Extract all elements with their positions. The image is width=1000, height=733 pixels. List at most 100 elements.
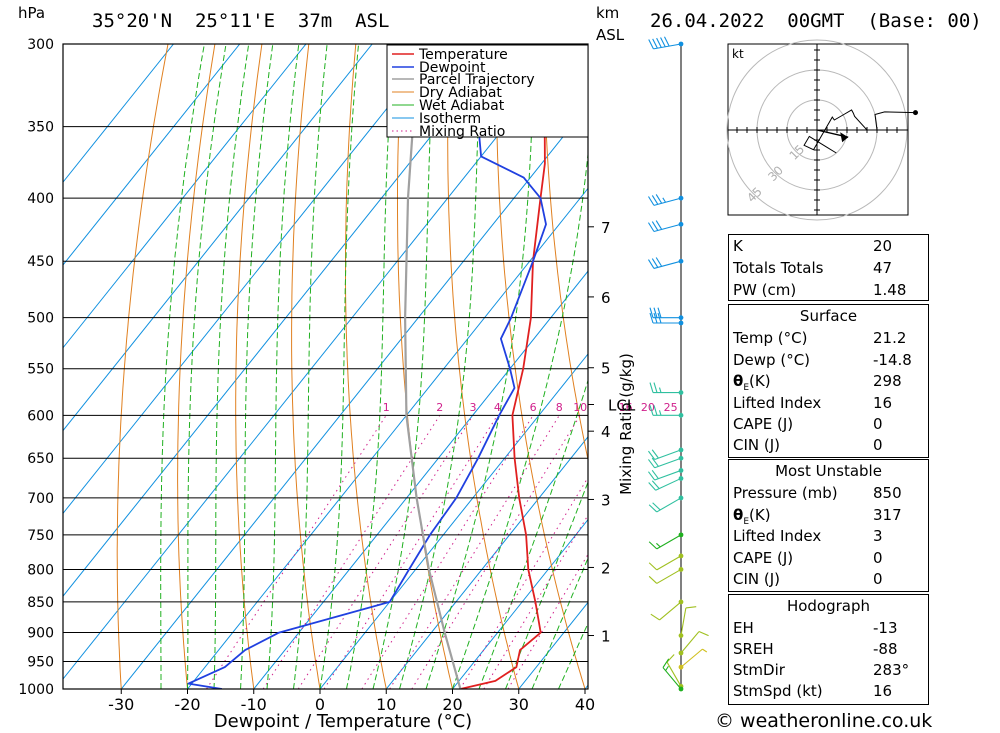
wind-barb-flag [660,37,666,48]
stmdir-value: 283° [873,661,910,679]
wind-barb-flag [648,504,658,513]
mixing-ratio-line [262,415,441,689]
surface-theta-e-value: 298 [873,372,902,390]
eh-value: -13 [873,619,898,637]
wind-barb-flag [651,258,659,268]
wind-barb-staff [666,661,682,687]
isotherm-line [63,44,307,349]
wind-level-dot [678,650,684,656]
asl-unit-label: ASL [596,26,625,44]
wind-level-dot [678,320,684,326]
mixing-ratio-value-label: 2 [436,401,443,414]
wet-adiabat-line [452,149,588,689]
temperature-tick-label: 0 [315,695,325,714]
wind-barb-flag [651,449,659,459]
wind-level-dot [678,567,684,572]
series-line-temperature [460,44,546,689]
temperature-tick-label: 30 [509,695,529,714]
pressure-tick-label: 950 [27,655,54,671]
wind-barb-half-flag [658,410,662,416]
km-tick-label: 4 [601,423,611,441]
wind-barb-flag [655,220,663,230]
wind-barb-staff [656,534,682,550]
stmdir-label: StmDir [733,661,785,679]
wind-level-dot [678,664,684,670]
wet-adiabat-line [319,44,360,689]
wind-barb [648,220,684,233]
wind-barb-half-flag [662,197,667,203]
mu-theta-e-value: 317 [873,506,902,524]
wind-barb-flag [662,658,670,668]
series-line-parcel-trajectory [404,44,462,689]
mixing-ratio-value-label: 25 [664,401,678,414]
pw-value: 1.48 [873,281,907,299]
legend: Temperature Dewpoint Parcel Trajectory D… [386,44,589,140]
mixing-ratio-value-label: 1 [383,401,390,414]
wind-barb-staff [680,631,700,654]
sreh-value: -88 [873,640,898,658]
wind-level-dot [678,221,684,227]
mixing-ratio-line [297,415,474,689]
mixing-ratio-value-label: 10 [573,401,587,414]
hodograph-top-marker [912,110,918,116]
date-time-title: 26.04.2022 00GMT (Base: 00) [650,10,982,32]
wind-barb-half-flag [665,665,669,671]
dry-adiabat-line [345,44,387,689]
wind-level-dot [678,532,684,538]
wind-barb-staff [656,555,682,571]
wind-barb-flag [649,405,654,416]
wind-barb-flag [650,613,660,621]
km-tick-label: 1 [601,628,611,646]
pressure-tick-label: 650 [27,451,54,467]
x-axis-title: Dewpoint / Temperature (°C) [214,711,472,732]
wet-adiabat-line [187,44,227,689]
wind-barb-flag [651,221,659,231]
wind-barb-half-flag [658,387,662,393]
temperature-tick-label: -10 [241,695,267,714]
copyright-footer: © weatheronline.co.uk [715,710,933,732]
isotherm-line [319,353,588,689]
legend-label-isotherm: Isotherm [419,111,481,127]
wind-barb-staff [653,223,682,233]
wind-barb-staff [659,601,682,621]
temperature-tick-label: 10 [376,695,396,714]
dry-adiabat-line [966,44,1000,689]
wind-level-dot [678,390,684,395]
eh-label: EH [733,619,754,637]
wind-barb-half-flag [656,542,661,548]
wind-barb-staff [654,469,682,481]
wind-barb-flag [648,575,658,584]
wind-barb [678,606,697,638]
surface-temp-value: 21.2 [873,329,907,347]
pressure-unit-label: hPa [18,4,46,22]
wind-level-dot [678,686,684,692]
wind-level-dot [678,476,684,481]
legend-label-parcel: Parcel Trajectory [419,72,535,88]
wind-level-dot [678,633,684,638]
stmspd-value: 16 [873,682,893,700]
wind-barb [648,36,684,50]
pressure-tick-label: 700 [27,491,54,507]
wind-barb-flag [648,471,656,481]
wind-barb-flag [648,222,655,232]
plot-frame [62,43,589,690]
surface-dewp-value: -14.8 [873,351,912,369]
pressure-tick-label: 600 [27,408,54,424]
wind-barb-flag [648,459,656,469]
mu-pressure-label: Pressure (mb) [733,484,838,502]
wind-barb-flag [648,450,656,460]
wind-barb-staff [653,260,682,269]
wet-adiabat-line [160,44,205,689]
wind-barb-flag [648,196,655,206]
pressure-tick-label: 850 [27,595,54,611]
wind-barb-flag [649,307,654,318]
wind-barb-staff [654,449,682,461]
wind-level-dot [678,258,684,264]
isotherm-line [63,44,241,266]
isotherm-line [63,44,506,597]
pressure-tick-label: 550 [27,362,54,378]
wind-barb-staff [655,477,682,491]
wind-barb-staff [656,568,682,584]
totals-totals-value: 47 [873,259,893,277]
